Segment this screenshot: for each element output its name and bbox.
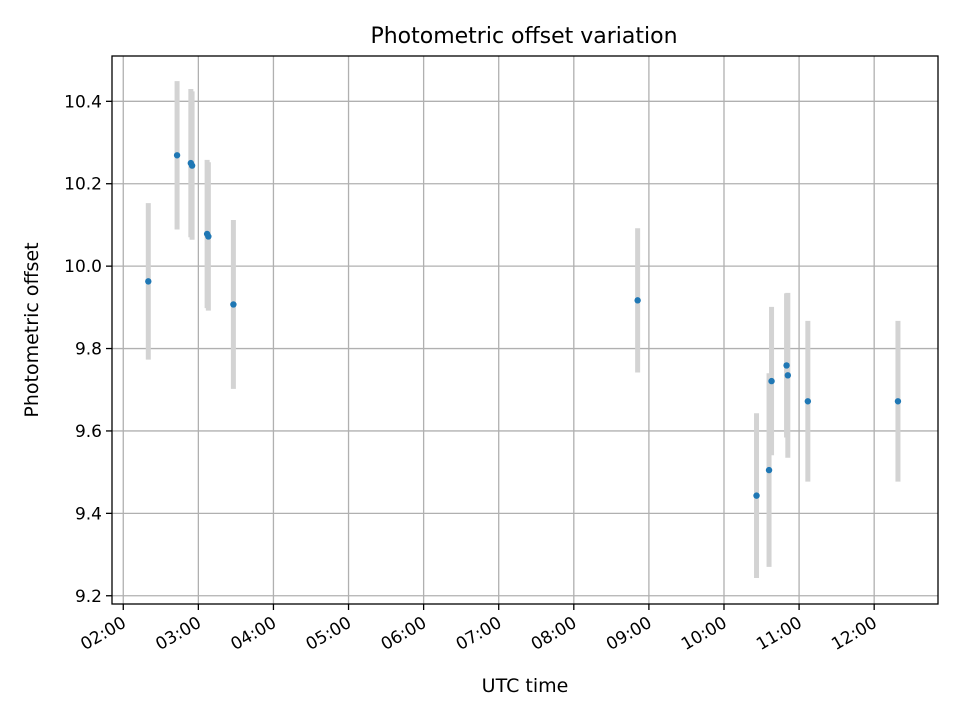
x-tick-label: 07:00 (453, 613, 505, 655)
x-axis-label: UTC time (482, 675, 569, 697)
data-points (145, 152, 902, 499)
grid (112, 56, 938, 604)
y-tick-label: 10.2 (64, 175, 102, 195)
data-point (753, 492, 760, 499)
data-point (230, 301, 237, 308)
y-axis-ticks: 9.2 9.4 9.6 9.8 10.0 10.2 10.4 (64, 92, 112, 607)
x-tick-label: 04:00 (228, 613, 280, 655)
plot-frame (111, 55, 939, 605)
data-point (205, 233, 212, 240)
x-tick-label: 08:00 (528, 613, 580, 655)
y-tick-label: 9.6 (75, 422, 102, 442)
y-axis-label: Photometric offset (21, 242, 43, 417)
data-point (784, 372, 792, 379)
x-tick-label: 09:00 (603, 613, 655, 655)
x-tick-label: 03:00 (152, 613, 204, 655)
x-tick-label: 11:00 (753, 613, 805, 655)
y-tick-label: 9.4 (75, 504, 102, 524)
y-tick-label: 10.0 (64, 257, 102, 277)
chart-title: Photometric offset variation (370, 24, 677, 49)
x-tick-label: 05:00 (303, 613, 355, 655)
x-tick-label: 12:00 (828, 613, 880, 655)
x-tick-label: 02:00 (77, 613, 129, 655)
y-tick-label: 9.8 (75, 340, 102, 360)
data-point (145, 278, 152, 285)
error-bars (145, 81, 901, 579)
data-point (894, 398, 902, 405)
x-axis-ticks: 02:00 03:00 04:00 05:00 06:00 07:00 08:00 09:00… (77, 604, 881, 655)
x-tick-label: 10:00 (678, 613, 730, 655)
y-tick-label: 10.4 (64, 92, 102, 112)
data-point (634, 297, 641, 304)
data-point (783, 362, 790, 369)
x-tick-label: 06:00 (378, 613, 430, 655)
data-point (768, 377, 775, 385)
data-point (765, 466, 773, 474)
y-tick-label: 9.2 (75, 587, 102, 607)
data-point (804, 398, 812, 405)
data-point (188, 162, 196, 169)
data-point (173, 152, 181, 159)
